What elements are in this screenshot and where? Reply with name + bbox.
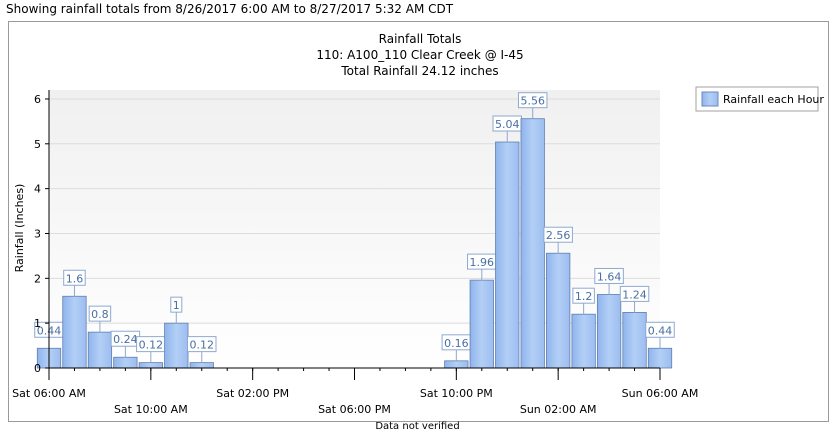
bar [622, 311, 647, 369]
x-tick-label: Sun 06:00 AM [622, 387, 699, 400]
bar [546, 252, 571, 369]
legend-swatch [701, 91, 719, 107]
bar [138, 362, 163, 369]
chart-title: Rainfall Totals [379, 32, 462, 46]
data-label: 5.56 [520, 95, 545, 108]
chart-panel: Rainfall Totals 110: A100_110 Clear Cree… [8, 21, 829, 422]
data-label: 5.04 [495, 118, 520, 131]
bar [164, 322, 189, 369]
legend-label: Rainfall each Hour [723, 93, 824, 106]
data-label: 1.2 [575, 290, 593, 303]
header-text: Showing rainfall totals from 8/26/2017 6… [6, 2, 454, 16]
bar [444, 360, 469, 369]
legend: Rainfall each Hour [695, 86, 824, 112]
y-tick-label: 3 [34, 227, 41, 240]
data-label: 1.6 [66, 272, 84, 285]
x-tick-label: Sat 10:00 PM [420, 387, 493, 400]
y-tick-label: 5 [34, 138, 41, 151]
data-label: 2.56 [546, 229, 571, 242]
data-label: 0.16 [444, 337, 469, 350]
y-axis-label: Rainfall (Inches) [13, 184, 26, 273]
bar [62, 295, 87, 369]
chart-subtitle: 110: A100_110 Clear Creek @ I-45 [316, 48, 523, 62]
bar [596, 294, 622, 369]
bar [189, 362, 214, 369]
chart-total: Total Rainfall 24.12 inches [340, 64, 498, 78]
data-label: 0.8 [91, 308, 109, 321]
bar [520, 118, 545, 369]
y-tick-label: 6 [34, 93, 41, 106]
y-tick-label: 0 [34, 362, 41, 375]
bar [469, 279, 494, 369]
data-label: 1.64 [597, 270, 622, 283]
x-tick-label: Sun 02:00 AM [520, 403, 597, 416]
data-label: 1 [173, 299, 180, 312]
data-label: 0.12 [139, 339, 164, 352]
x-tick-label: Sat 06:00 AM [12, 387, 86, 400]
y-tick-label: 1 [34, 317, 41, 330]
y-tick-label: 2 [34, 272, 41, 285]
bar [647, 347, 673, 369]
bar [113, 356, 138, 369]
footer-text: Data not verified [375, 421, 460, 432]
data-label: 1.96 [470, 256, 495, 269]
y-tick-label: 4 [34, 183, 41, 196]
x-tick-label: Sat 06:00 PM [318, 403, 391, 416]
x-tick-label: Sat 02:00 PM [216, 387, 289, 400]
data-label: 1.24 [622, 288, 647, 301]
data-label: 0.24 [113, 333, 138, 346]
rainfall-chart: Rainfall Totals 110: A100_110 Clear Cree… [12, 32, 824, 416]
bar [495, 141, 520, 369]
data-label: 0.44 [648, 324, 673, 337]
bar [87, 331, 113, 369]
bar [571, 313, 596, 369]
data-label: 0.12 [190, 339, 215, 352]
x-tick-label: Sat 10:00 AM [114, 403, 188, 416]
